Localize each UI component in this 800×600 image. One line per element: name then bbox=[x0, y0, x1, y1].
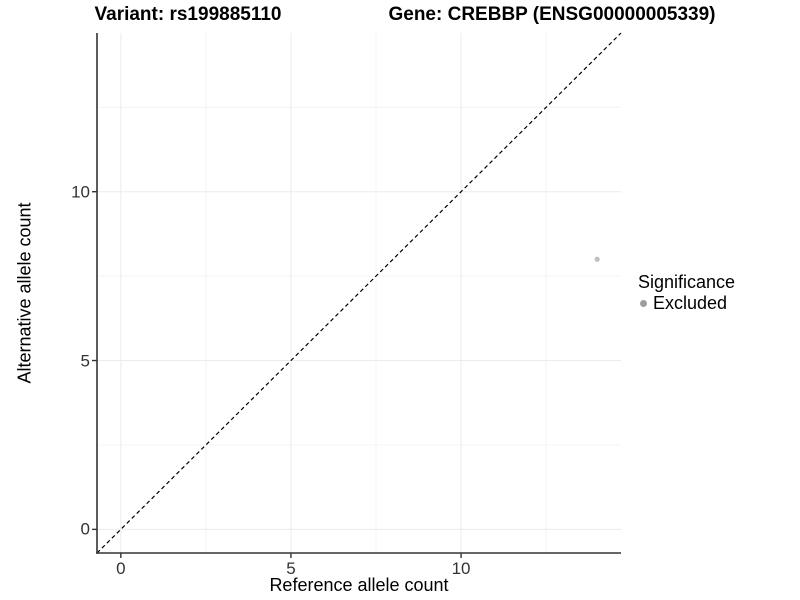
y-tick-label: 10 bbox=[71, 182, 90, 202]
variant-title: Variant: rs199885110 bbox=[94, 4, 282, 25]
x-axis-title: Reference allele count bbox=[269, 575, 449, 595]
legend-point-icon bbox=[640, 299, 647, 307]
x-tick-label: 10 bbox=[451, 559, 471, 578]
gene-title: Gene: CREBBP (ENSG00000005339) bbox=[388, 4, 716, 25]
x-tick-label: 5 bbox=[286, 559, 296, 578]
legend-entries: Excluded bbox=[636, 293, 735, 313]
legend-title: Significance bbox=[638, 272, 736, 292]
identity-line bbox=[96, 32, 622, 554]
legend: Significance Excluded bbox=[636, 272, 735, 313]
y-tick-label: 5 bbox=[80, 351, 90, 371]
y-tick-label: 0 bbox=[80, 519, 90, 539]
legend-entry-label: Excluded bbox=[653, 293, 728, 313]
data-point bbox=[594, 256, 600, 262]
legend-entry: Excluded bbox=[636, 293, 735, 313]
x-tick-label: 0 bbox=[116, 559, 126, 578]
y-axis-title: Alternative allele count bbox=[14, 202, 35, 384]
